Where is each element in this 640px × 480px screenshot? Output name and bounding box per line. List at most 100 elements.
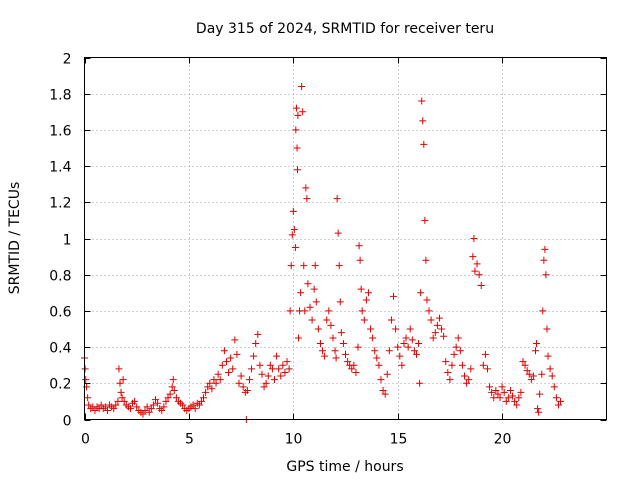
data-point [475, 271, 483, 279]
data-point [394, 343, 402, 351]
data-point [216, 376, 224, 384]
data-point [316, 339, 324, 347]
data-point [310, 285, 318, 293]
data-point [91, 406, 99, 414]
data-point [496, 394, 504, 402]
data-point [404, 343, 412, 351]
y-tick-label: 0.2 [49, 377, 71, 393]
y-tick-label: 1.4 [49, 160, 71, 176]
data-point [396, 352, 404, 360]
data-point [486, 383, 494, 391]
data-point [418, 97, 426, 105]
data-point [208, 385, 216, 393]
data-point [149, 401, 157, 409]
data-point [521, 361, 529, 369]
data-point [337, 329, 345, 337]
grid-lines [84, 57, 607, 420]
data-point [245, 376, 253, 384]
data-point [133, 403, 141, 411]
data-point [116, 379, 124, 387]
data-point [297, 289, 305, 297]
data-point [554, 401, 562, 409]
data-point [538, 370, 546, 378]
data-point [483, 365, 491, 373]
data-point [312, 298, 320, 306]
data-point [151, 396, 159, 404]
data-point [408, 336, 416, 344]
data-point [279, 361, 287, 369]
data-point [490, 394, 498, 402]
data-point [416, 379, 424, 387]
data-point [557, 397, 565, 405]
data-point [304, 280, 312, 288]
data-point [191, 405, 199, 413]
data-point [539, 307, 547, 315]
data-point [519, 358, 527, 366]
data-point [303, 195, 311, 203]
data-point [488, 388, 496, 396]
data-point [517, 388, 525, 396]
data-point [197, 397, 205, 405]
data-point [262, 379, 270, 387]
data-point [200, 394, 208, 402]
data-point [235, 379, 243, 387]
data-point [141, 406, 149, 414]
data-point [348, 365, 356, 373]
data-point [334, 229, 342, 237]
data-point [154, 399, 162, 407]
data-point [402, 334, 410, 342]
data-point [492, 387, 500, 395]
data-point [212, 379, 220, 387]
data-point [256, 361, 264, 369]
x-tick-label: 15 [390, 432, 408, 448]
data-point [298, 82, 306, 90]
data-point [218, 361, 226, 369]
data-point [195, 401, 203, 409]
data-point [300, 262, 308, 270]
data-point [533, 339, 541, 347]
data-point [139, 410, 147, 418]
data-point [335, 262, 343, 270]
data-point [302, 184, 310, 192]
data-point [214, 370, 222, 378]
data-point [85, 401, 93, 409]
data-point [423, 296, 431, 304]
data-point [285, 365, 293, 373]
data-point [500, 388, 508, 396]
data-point [158, 406, 166, 414]
y-tick-label: 1.2 [49, 196, 71, 212]
data-point [398, 361, 406, 369]
data-point [509, 392, 517, 400]
data-point [419, 117, 427, 125]
data-point [433, 321, 441, 329]
y-tick-label: 1.8 [49, 88, 71, 104]
data-point [333, 195, 341, 203]
data-point [339, 339, 347, 347]
data-point [271, 376, 279, 384]
data-point [452, 343, 460, 351]
data-point [446, 376, 454, 384]
data-point [331, 347, 339, 355]
data-point [82, 376, 90, 384]
data-point [112, 401, 120, 409]
data-point [450, 350, 458, 358]
data-point [170, 387, 178, 395]
data-point [164, 394, 172, 402]
x-tick-label: 20 [494, 432, 512, 448]
data-point [550, 383, 558, 391]
data-point [118, 394, 126, 402]
data-point [248, 365, 256, 373]
data-point [292, 104, 300, 112]
data-point [515, 394, 523, 402]
data-point [166, 390, 174, 398]
data-point [293, 166, 301, 174]
data-point [373, 354, 381, 362]
data-point [383, 370, 391, 378]
data-point [289, 207, 297, 215]
data-point [220, 347, 228, 355]
data-point [357, 285, 365, 293]
data-point [477, 282, 485, 290]
data-point [535, 408, 543, 416]
data-point [250, 352, 258, 360]
data-point [379, 387, 387, 395]
